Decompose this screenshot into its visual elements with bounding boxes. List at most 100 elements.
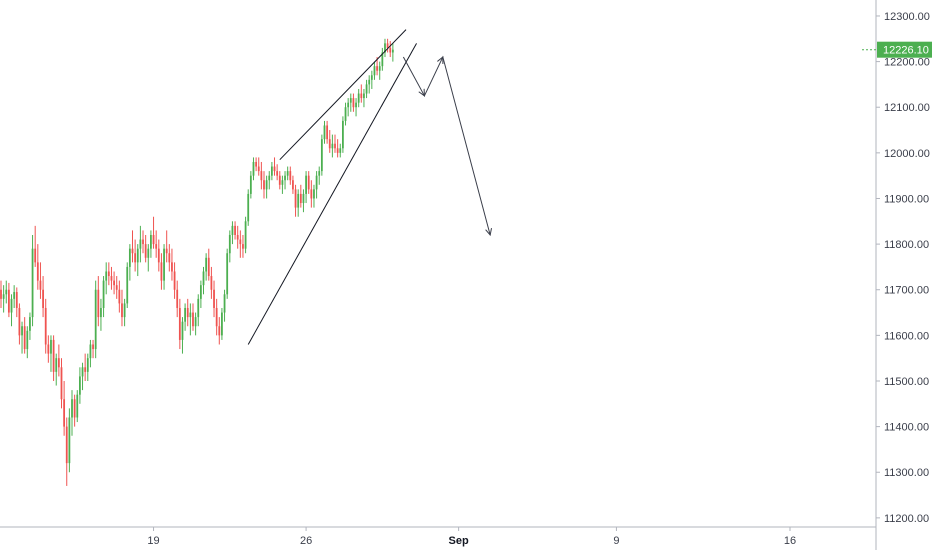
candle-body xyxy=(36,262,39,281)
candle-body xyxy=(173,271,176,290)
candle-body xyxy=(197,298,200,318)
candle xyxy=(381,47,384,71)
candle-body xyxy=(165,248,168,254)
price-tick-label: 11500.00 xyxy=(884,376,929,388)
candle-body xyxy=(5,289,8,295)
candle-body xyxy=(357,93,360,103)
candle xyxy=(286,166,289,181)
candle xyxy=(7,282,10,318)
candle xyxy=(199,280,202,308)
candle-body xyxy=(315,175,318,190)
candle xyxy=(113,271,115,295)
candle xyxy=(136,244,139,277)
candle xyxy=(73,394,76,427)
candle xyxy=(336,139,339,158)
candle xyxy=(305,171,307,204)
candle-body xyxy=(213,289,215,308)
candle xyxy=(349,93,352,112)
candle xyxy=(247,189,250,226)
price-axis[interactable]: 12300.00 12200.00 12100.00 12000.00 11900.00… xyxy=(876,11,930,525)
candle xyxy=(105,262,108,295)
candle xyxy=(315,171,318,199)
candle-body xyxy=(81,367,84,377)
candle-body xyxy=(92,344,94,350)
candle xyxy=(42,276,44,318)
candle xyxy=(79,367,81,404)
candle xyxy=(205,253,208,281)
candle xyxy=(86,353,89,381)
candle xyxy=(236,225,239,249)
projection-path[interactable] xyxy=(402,55,491,236)
candle xyxy=(281,175,284,194)
candle-body xyxy=(236,234,239,240)
candle xyxy=(29,312,31,340)
candle xyxy=(231,221,234,245)
candle xyxy=(389,41,392,58)
candle-body xyxy=(205,257,208,272)
candle-body xyxy=(221,312,223,336)
candle xyxy=(2,285,5,313)
candle-body xyxy=(231,225,234,235)
candles-layer xyxy=(0,38,394,486)
price-tick-label: 11200.00 xyxy=(884,513,929,525)
candle xyxy=(215,298,218,336)
candle xyxy=(139,225,142,263)
candle-body xyxy=(242,244,244,249)
candle xyxy=(334,134,336,153)
candle xyxy=(44,298,47,354)
candle xyxy=(181,317,184,354)
candle xyxy=(213,280,215,318)
candle-body xyxy=(310,189,313,199)
candle-body xyxy=(278,175,281,185)
candle-body xyxy=(239,239,242,245)
candle-body xyxy=(147,248,150,258)
time-tick-label: Sep xyxy=(449,535,469,547)
candle xyxy=(128,244,131,281)
candle-body xyxy=(313,189,315,199)
candle-body xyxy=(15,292,18,308)
candle xyxy=(365,79,368,99)
candle-body xyxy=(389,47,392,53)
candle-body xyxy=(71,399,73,418)
candle-body xyxy=(126,266,129,304)
candle xyxy=(176,280,179,318)
candle xyxy=(0,280,2,308)
candle-body xyxy=(331,143,334,149)
candle xyxy=(71,390,73,436)
candle-body xyxy=(328,139,331,149)
candle xyxy=(268,171,271,190)
candle-body xyxy=(34,248,37,263)
candle xyxy=(323,120,326,144)
candle-body xyxy=(0,289,2,299)
candle-body xyxy=(155,244,158,249)
candle-body xyxy=(52,339,55,372)
candle-body xyxy=(257,166,260,172)
candle xyxy=(47,335,50,363)
candle-body xyxy=(139,239,142,249)
candle xyxy=(265,175,268,199)
candle-body xyxy=(376,66,378,71)
candle xyxy=(273,157,276,176)
candle xyxy=(292,175,294,194)
candle xyxy=(307,171,310,194)
candle-body xyxy=(244,221,247,249)
candle-body xyxy=(270,166,273,176)
candle-body xyxy=(55,358,58,372)
wedge-lower-trendline[interactable] xyxy=(247,43,417,345)
wedge-upper-trendline[interactable] xyxy=(279,29,407,161)
time-axis[interactable]: 1926Sep9162326 xyxy=(147,527,932,547)
candle-body xyxy=(273,166,276,172)
candle-body xyxy=(44,307,47,345)
candle-body xyxy=(102,280,105,308)
candle xyxy=(31,234,34,327)
candle xyxy=(39,262,42,299)
candle xyxy=(328,130,331,153)
candle xyxy=(278,171,281,190)
candle xyxy=(34,225,37,267)
candle-body xyxy=(105,271,108,281)
candle xyxy=(165,230,168,263)
candle xyxy=(5,280,8,304)
candle-body xyxy=(31,248,34,318)
candle-body xyxy=(192,312,194,327)
